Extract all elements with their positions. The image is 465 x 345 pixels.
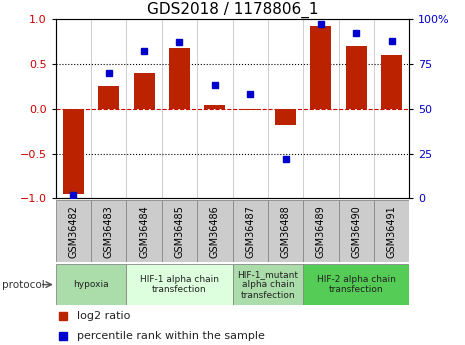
Bar: [381, 55, 402, 109]
Bar: [268, 200, 303, 262]
Text: log2 ratio: log2 ratio: [77, 311, 130, 321]
Text: protocol: protocol: [2, 280, 45, 289]
Bar: [133, 73, 155, 109]
Text: HIF-1_mutant
alpha chain
transfection: HIF-1_mutant alpha chain transfection: [237, 270, 299, 299]
Text: hypoxia: hypoxia: [73, 280, 109, 289]
Text: percentile rank within the sample: percentile rank within the sample: [77, 332, 265, 341]
Bar: [232, 200, 268, 262]
Bar: [56, 200, 91, 262]
Bar: [91, 200, 126, 262]
Bar: [63, 109, 84, 194]
Bar: [303, 200, 339, 262]
Text: GSM36488: GSM36488: [280, 205, 291, 257]
Bar: [339, 200, 374, 262]
Bar: [126, 200, 162, 262]
Bar: [169, 48, 190, 109]
Bar: [56, 264, 126, 305]
Bar: [303, 264, 409, 305]
Text: HIF-1 alpha chain
transfection: HIF-1 alpha chain transfection: [140, 275, 219, 294]
Bar: [345, 46, 367, 109]
Title: GDS2018 / 1178806_1: GDS2018 / 1178806_1: [147, 1, 318, 18]
Bar: [197, 200, 232, 262]
Text: GSM36487: GSM36487: [245, 205, 255, 258]
Bar: [126, 264, 232, 305]
Text: GSM36485: GSM36485: [174, 205, 185, 258]
Bar: [239, 109, 261, 110]
Bar: [310, 26, 332, 109]
Bar: [374, 200, 409, 262]
Bar: [98, 86, 120, 109]
Text: GSM36491: GSM36491: [386, 205, 397, 257]
Bar: [204, 105, 226, 109]
Bar: [162, 200, 197, 262]
Text: GSM36489: GSM36489: [316, 205, 326, 257]
Text: GSM36490: GSM36490: [351, 205, 361, 257]
Text: GSM36484: GSM36484: [139, 205, 149, 257]
Text: GSM36486: GSM36486: [210, 205, 220, 257]
Bar: [275, 109, 296, 125]
Text: HIF-2 alpha chain
transfection: HIF-2 alpha chain transfection: [317, 275, 396, 294]
Bar: [232, 264, 303, 305]
Text: GSM36483: GSM36483: [104, 205, 114, 257]
Text: GSM36482: GSM36482: [68, 205, 79, 258]
